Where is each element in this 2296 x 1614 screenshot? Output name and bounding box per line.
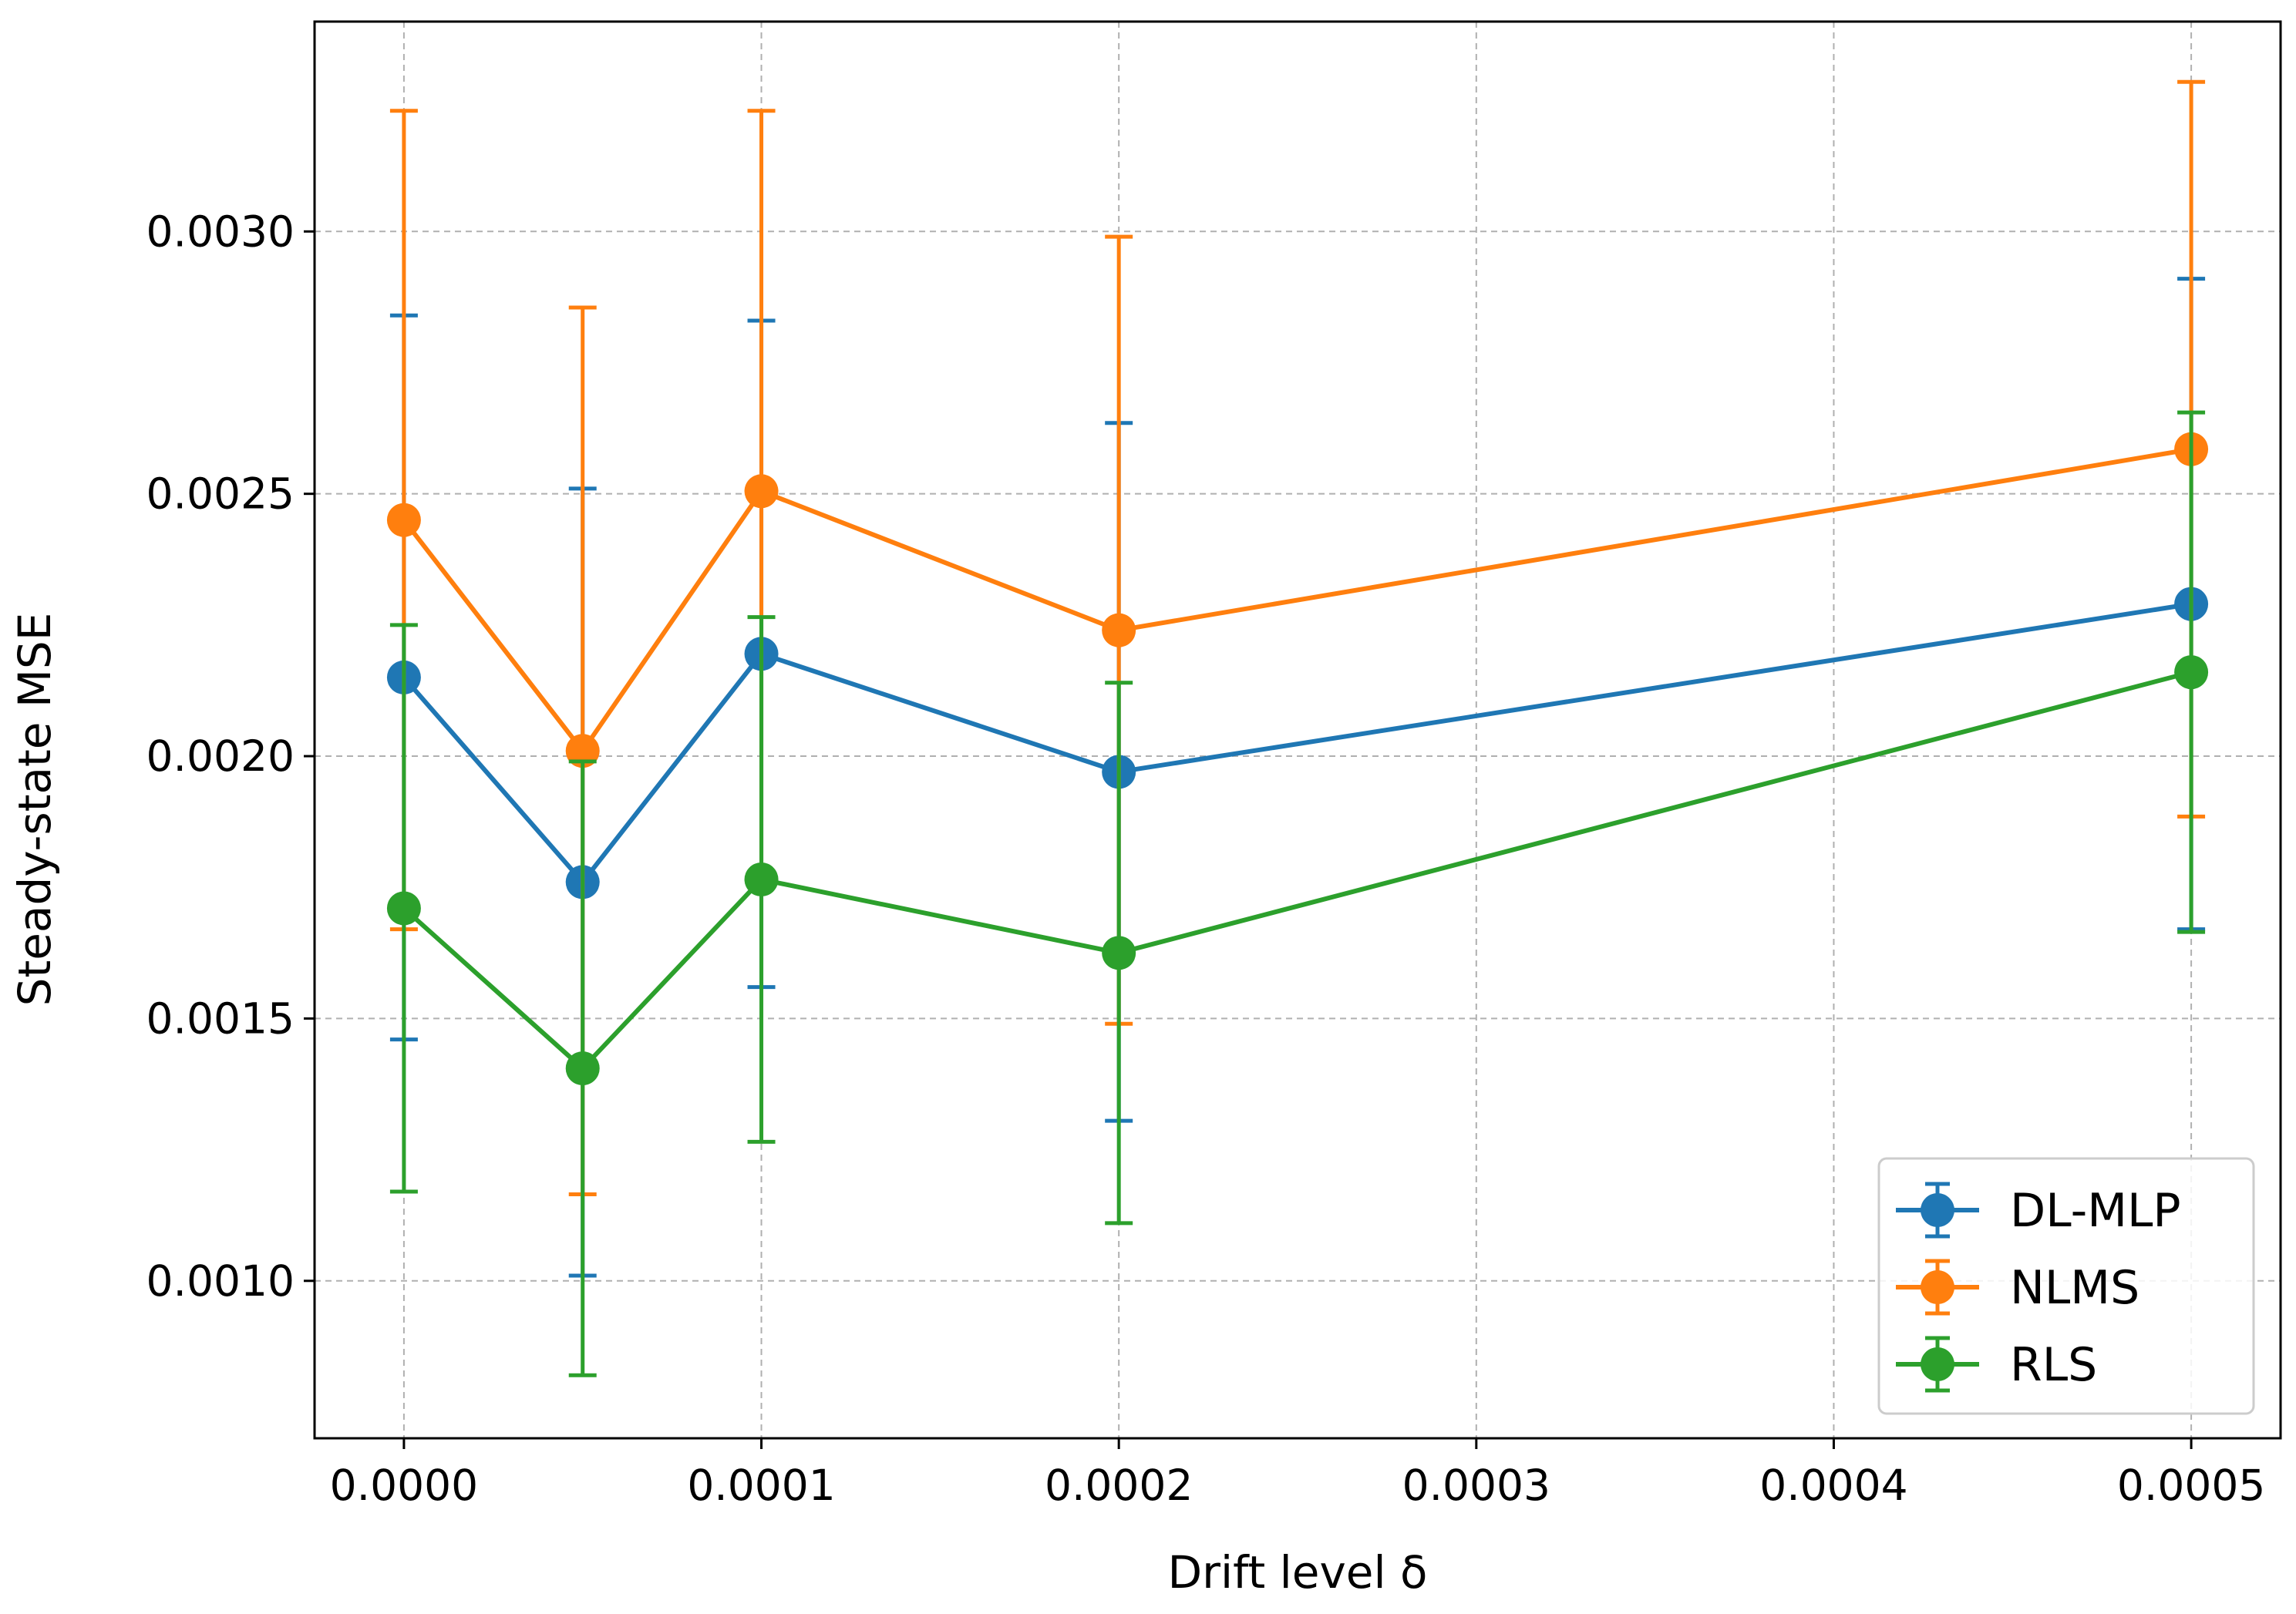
x-tick-label: 0.0003 [1402,1461,1550,1510]
y-axis-label: Steady-state MSE [8,613,61,1007]
legend-entry-nlms: NLMS [1896,1259,2139,1316]
series-rls [386,410,2209,1377]
data-point [2174,655,2209,690]
data-point [386,891,421,926]
y-tick-label: 0.0025 [146,469,295,519]
legend-label: NLMS [2010,1261,2139,1315]
legend-label: DL-MLP [2010,1184,2181,1238]
x-tick-label: 0.0000 [330,1461,478,1510]
y-axis-ticks: 0.0010 0.0015 0.0020 0.0025 0.0030 [146,207,315,1306]
x-tick-label: 0.0005 [2117,1461,2265,1510]
y-tick-label: 0.0010 [146,1256,295,1306]
x-tick-label: 0.0001 [687,1461,835,1510]
x-axis-label: Drift level δ [1167,1546,1427,1599]
legend-box [1877,1157,2255,1415]
y-tick-label: 0.0015 [146,994,295,1043]
data-series [386,79,2209,1377]
legend: DL-MLP NLMS RLS [1877,1157,2255,1415]
data-point [744,474,779,509]
x-tick-label: 0.0002 [1045,1461,1193,1510]
legend-marker [1921,1270,1954,1304]
data-point [744,862,779,897]
legend-entry-rls: RLS [1896,1336,2097,1393]
axes-frame [313,20,2282,1440]
data-point [565,1051,600,1086]
x-axis-ticks: 0.0000 0.0001 0.0002 0.0003 0.0004 0.0005 [330,1438,2265,1510]
x-tick-label: 0.0004 [1759,1461,1907,1510]
legend-marker [1921,1193,1954,1227]
data-point [1102,936,1136,970]
data-point [1102,613,1136,647]
data-point [386,503,421,537]
data-point [565,734,600,768]
legend-marker [1921,1347,1954,1381]
legend-label: RLS [2010,1338,2097,1392]
y-tick-label: 0.0020 [146,731,295,781]
legend-entry-dl-mlp: DL-MLP [1896,1182,2181,1239]
y-tick-label: 0.0030 [146,207,295,256]
